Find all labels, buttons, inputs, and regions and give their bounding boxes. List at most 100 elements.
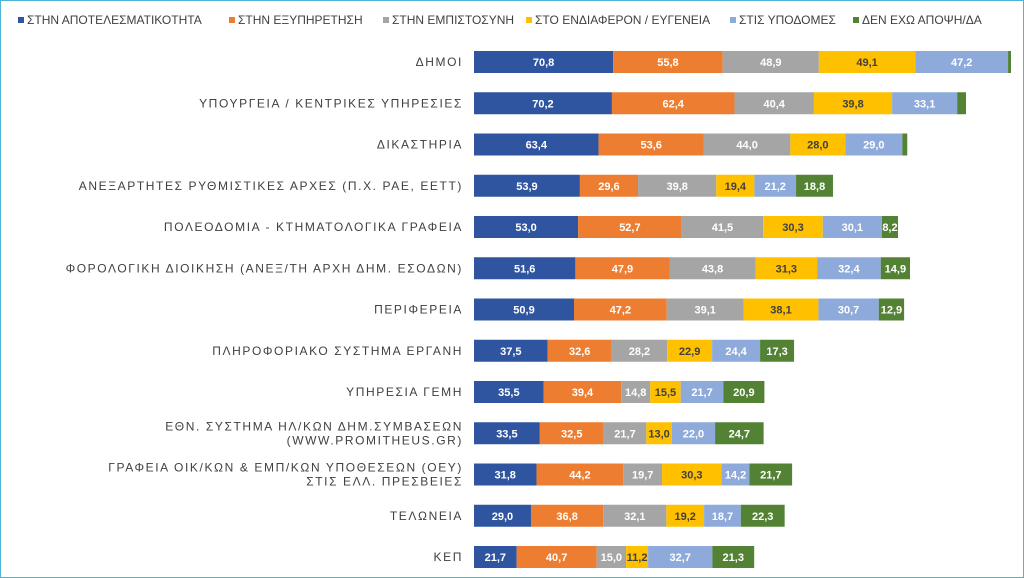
bar-segment	[638, 174, 717, 197]
data-label: 19,2	[675, 511, 696, 523]
bar-segment	[662, 463, 722, 486]
bar-segment	[646, 422, 672, 445]
bar-segment	[681, 216, 764, 238]
bar-segment	[598, 133, 704, 156]
data-label: 30,1	[842, 222, 863, 234]
bar-segment	[626, 546, 649, 568]
data-label: 21,7	[691, 387, 712, 399]
data-label: 21,7	[760, 470, 781, 482]
bar-segment	[474, 92, 612, 115]
bar-segment	[648, 546, 713, 568]
data-label: 30,3	[681, 470, 702, 482]
data-label: 50,9	[513, 305, 534, 317]
data-label: 18,7	[712, 511, 733, 523]
data-label: 18,8	[804, 181, 825, 193]
legend-label: ΣΤΟ ΕΝΔΙΑΦΕΡΟΝ / ΕΥΓΕΝΕΙΑ	[535, 13, 710, 27]
bar-segment	[611, 92, 735, 115]
data-label: 32,4	[838, 263, 860, 275]
data-label: 8,2	[882, 222, 897, 234]
bar-segment	[763, 216, 823, 238]
data-label: 35,5	[498, 387, 519, 399]
bar-segment	[575, 257, 670, 280]
bar-segment	[892, 92, 958, 115]
bar-segment	[474, 381, 544, 403]
data-label: 62,4	[663, 98, 685, 110]
bar-segment	[547, 339, 612, 362]
category-label: ΔΗΜΟΙ	[416, 55, 463, 69]
data-label: 33,5	[496, 428, 517, 440]
bar-segment	[818, 298, 879, 321]
data-label: 44,2	[569, 470, 590, 482]
bar-segment	[817, 257, 881, 280]
bar-segment	[474, 216, 579, 238]
bar-segment	[743, 298, 819, 321]
data-label: 44,0	[736, 140, 757, 152]
bar-segment	[878, 298, 905, 321]
data-label: 21,2	[765, 181, 786, 193]
category-label: ΠΟΛΕΟΔΟΜΙΑ - ΚΤΗΜΑΤΟΛΟΓΙΚΑ ΓΡΑΦΕΙΑ	[164, 220, 463, 234]
bar-segment	[796, 174, 833, 197]
data-label: 40,7	[546, 552, 567, 564]
bar-segment	[666, 504, 705, 527]
category-label: ΥΠΟΥΡΓΕΙΑ / ΚΕΝΤΡΙΚΕΣ ΥΠΗΡΕΣΙΕΣ	[199, 96, 463, 110]
data-label: 14,8	[625, 387, 646, 399]
bar-segment	[603, 504, 667, 527]
bar-segment	[474, 422, 540, 445]
bar-segment	[716, 174, 755, 197]
data-label: 29,0	[492, 511, 513, 523]
bar-segment	[721, 463, 750, 486]
data-label: 53,6	[641, 140, 662, 152]
data-label: 19,4	[725, 181, 747, 193]
bar-segment	[611, 339, 668, 362]
bars: 70,8 55,8 48,9 49,1 47,2 70,2 62,4 40,4 39,8 33,1…	[474, 51, 1011, 568]
bar-segment	[603, 422, 647, 445]
data-label: 40,4	[764, 98, 786, 110]
bar-segment	[578, 216, 682, 238]
bar-segment	[596, 546, 627, 568]
bar-segment	[754, 174, 797, 197]
data-label: 39,1	[694, 305, 715, 317]
bar-segment	[704, 504, 741, 527]
bar-segment	[669, 257, 756, 280]
bar-segment	[474, 257, 576, 280]
data-label: 28,0	[807, 140, 828, 152]
legend-swatch	[383, 17, 389, 23]
data-label: 32,1	[624, 511, 645, 523]
bar-segment	[623, 463, 663, 486]
bar-segment	[760, 339, 795, 362]
data-label: 32,6	[569, 346, 590, 358]
data-label: 32,5	[561, 428, 582, 440]
bar-segment	[666, 298, 744, 321]
data-label: 52,7	[619, 222, 640, 234]
data-label: 39,8	[842, 98, 863, 110]
category-label: ΕΘΝ. ΣΥΣΤΗΜΑ ΗΛ/ΚΩΝ ΔΗΜ.ΣΥΜΒΑΣΕΩΝ (WWW.PR…	[165, 419, 463, 447]
data-label: 32,7	[670, 552, 691, 564]
chart-legend: ΣΤΗΝ ΑΠΟΤΕΛΕΣΜΑΤΙΚΟΤΗΤΑ ΣΤΗΝ ΕΞΥΠΗΡΕΤΗΣΗ Σ…	[18, 13, 982, 27]
bar-segment	[474, 298, 575, 321]
data-label: 70,8	[533, 57, 554, 69]
data-label: 21,7	[614, 428, 635, 440]
bar-segment	[790, 133, 846, 156]
bar-segment	[902, 133, 908, 156]
bar-segment	[613, 51, 723, 73]
data-label: 47,2	[610, 305, 631, 317]
legend-swatch	[853, 17, 859, 23]
bar-segment	[712, 546, 755, 568]
data-label: 24,4	[725, 346, 747, 358]
legend-swatch	[18, 17, 24, 23]
category-label: ΥΠΗΡΕΣΙΑ ΓΕΜΗ	[346, 385, 463, 399]
legend-label: ΣΤΗΝ ΕΜΠΙΣΤΟΣΥΝΗ	[392, 13, 514, 27]
data-label: 12,9	[881, 305, 902, 317]
legend-label: ΣΤΙΣ ΥΠΟΔΟΜΕΣ	[739, 13, 836, 27]
data-label: 70,2	[532, 98, 553, 110]
data-label: 63,4	[526, 140, 548, 152]
bar-segment	[880, 257, 911, 280]
bar-segment	[474, 51, 614, 73]
bar-segment	[703, 133, 791, 156]
data-label: 31,3	[776, 263, 797, 275]
data-label: 53,9	[516, 181, 537, 193]
bar-segment	[680, 381, 724, 403]
bar-segment	[474, 339, 548, 362]
data-label: 21,3	[723, 552, 744, 564]
data-label: 15,0	[601, 552, 622, 564]
